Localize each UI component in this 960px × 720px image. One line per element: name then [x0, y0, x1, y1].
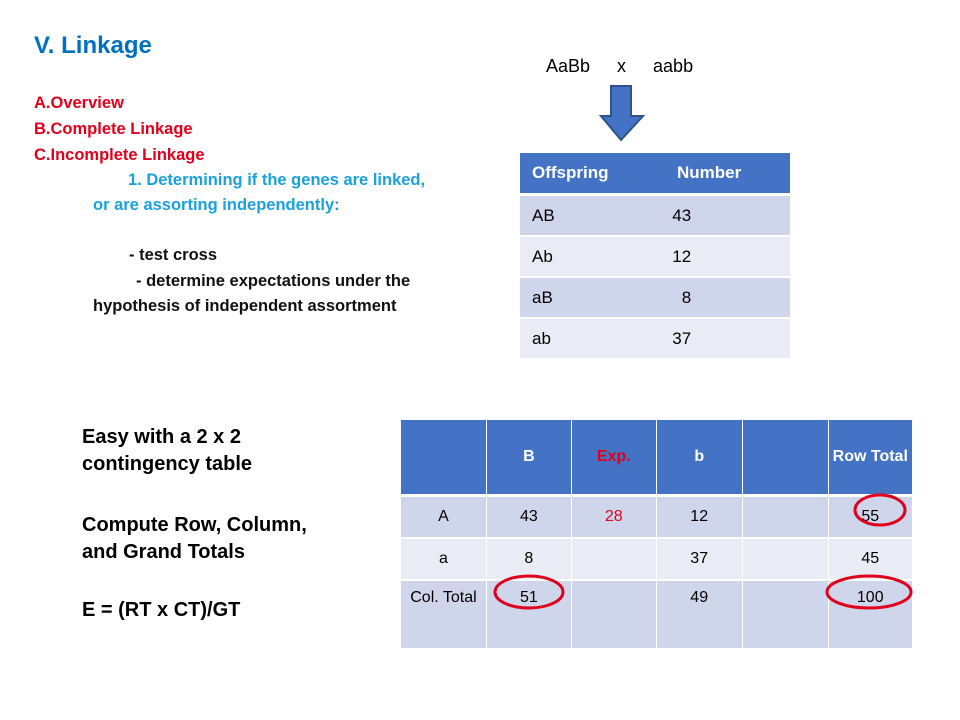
side-text-compute: Compute Row, Column, [82, 514, 307, 536]
table-row: aB 8 [520, 276, 790, 318]
header-b: b [655, 420, 743, 497]
header-number: Number [660, 153, 790, 196]
header-expected: Exp. [570, 420, 657, 497]
header-empty [741, 420, 829, 497]
step-expectations: - determine expectations under the [136, 272, 411, 290]
side-text-formula: E = (RT x CT)/GT [82, 599, 241, 621]
side-text-easy: Easy with a 2 x 2 [82, 426, 241, 448]
slide-title: V. Linkage [34, 32, 152, 59]
cross-notation: AaBb x aabb [546, 56, 694, 76]
subpoint-line-1: 1. Determining if the genes are linked, [128, 171, 426, 189]
cell-row-total: 45 [827, 537, 912, 580]
row-label: Col. Total [400, 579, 487, 648]
subpoint-line-2: or are assorting independently: [93, 196, 340, 214]
table-row: ab 37 [520, 317, 790, 358]
offspring-cell: AB [520, 193, 661, 236]
offspring-cell: ab [520, 317, 661, 358]
cell-expected [570, 537, 657, 580]
cell-b: 37 [655, 537, 743, 580]
step-test-cross: - test cross [129, 246, 218, 264]
number-cell: 12 [660, 235, 790, 277]
down-arrow-icon [598, 85, 646, 142]
table-row: Col. Total 51 49 100 [400, 579, 912, 648]
offspring-table: Offspring Number AB 43 Ab 12 aB 8 ab 37 [520, 153, 790, 358]
cell-expected: 28 [570, 494, 657, 538]
row-label: A [400, 494, 487, 538]
number-cell: 43 [660, 193, 790, 236]
header-offspring: Offspring [520, 153, 661, 196]
number-cell: 8 [660, 276, 790, 318]
cell-b: 49 [655, 579, 743, 648]
cell-B: 8 [485, 537, 572, 580]
header-B: B [485, 420, 572, 497]
header-blank [400, 420, 487, 497]
contingency-table: B Exp. b Row Total A 43 28 12 55 a 8 37 … [400, 420, 912, 648]
outline-item-overview: A.Overview [34, 94, 124, 112]
cell-b: 12 [655, 494, 743, 538]
offspring-table-header: Offspring Number [520, 153, 790, 196]
outline-item-complete-linkage: B.Complete Linkage [34, 120, 193, 138]
offspring-cell: Ab [520, 235, 661, 277]
cell-empty [741, 537, 829, 580]
table-row: AB 43 [520, 193, 790, 236]
side-text-contingency: contingency table [82, 453, 253, 475]
table-row: a 8 37 45 [400, 537, 912, 580]
cell-row-total: 55 [827, 494, 912, 538]
cell-empty [741, 494, 829, 538]
offspring-cell: aB [520, 276, 661, 318]
side-text-totals: and Grand Totals [82, 541, 245, 563]
cell-B: 51 [485, 579, 572, 648]
row-label: a [400, 537, 487, 580]
outline-item-incomplete-linkage: C.Incomplete Linkage [34, 146, 205, 164]
cell-row-total: 100 [827, 579, 912, 648]
table-row: A 43 28 12 55 [400, 494, 912, 538]
header-row-total: Row Total [827, 420, 912, 497]
cell-empty [741, 579, 829, 648]
contingency-header-row: B Exp. b Row Total [400, 420, 912, 497]
table-row: Ab 12 [520, 235, 790, 277]
step-expectations-cont: hypothesis of independent assortment [93, 297, 397, 315]
cell-expected [570, 579, 657, 648]
number-cell: 37 [660, 317, 790, 358]
cell-B: 43 [485, 494, 572, 538]
